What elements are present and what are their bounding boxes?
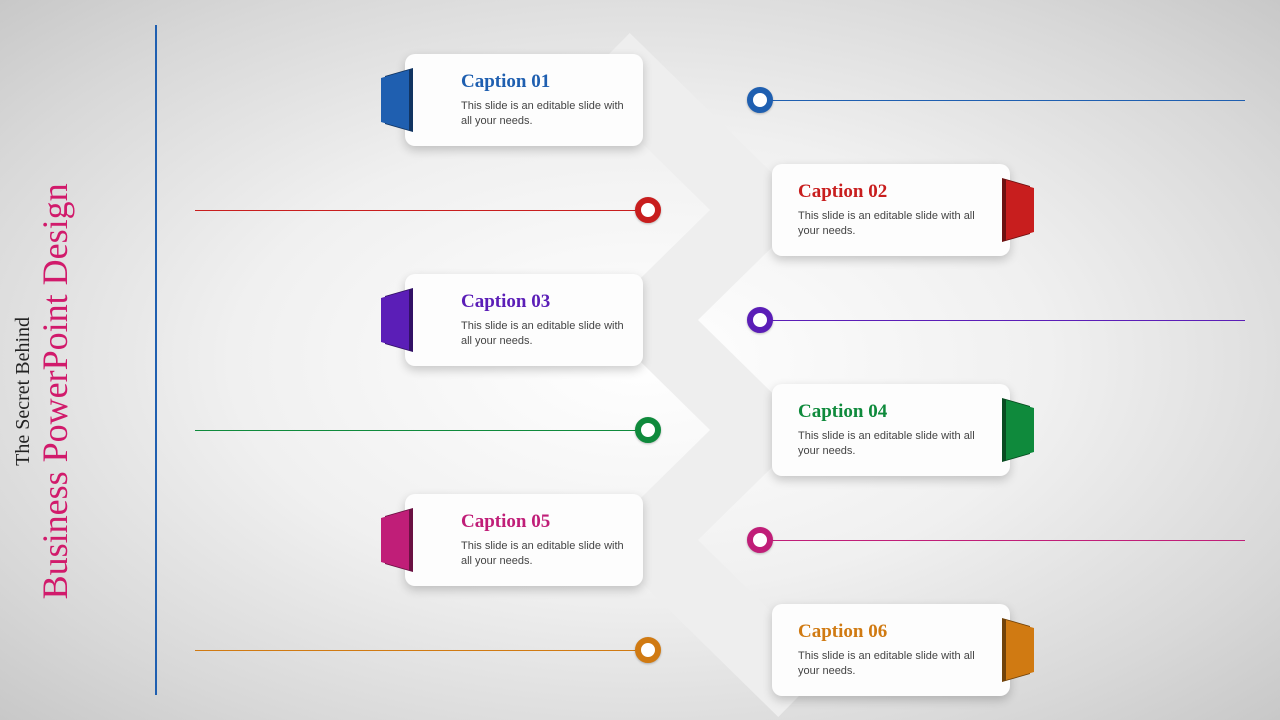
card-tab: [379, 508, 413, 572]
slide-title-group: The Secret Behind Business PowerPoint De…: [12, 183, 75, 599]
card-tab: [379, 288, 413, 352]
caption-card: Caption 04 This slide is an editable slid…: [772, 384, 1010, 476]
title-divider: [155, 25, 157, 695]
slide-subtitle: The Secret Behind: [12, 183, 35, 599]
caption-card: Caption 06 This slide is an editable slid…: [772, 604, 1010, 696]
card-body: This slide is an editable slide with all…: [461, 539, 625, 569]
caption-card: Caption 02 This slide is an editable slid…: [772, 164, 1010, 256]
timeline-ring: [747, 307, 773, 333]
connector-line: [760, 320, 1245, 321]
caption-card: Caption 01 This slide is an editable slid…: [405, 54, 643, 146]
card-title: Caption 04: [798, 401, 982, 423]
card-title: Caption 05: [461, 511, 625, 533]
connector-line: [760, 100, 1245, 101]
card-title: Caption 03: [461, 291, 625, 313]
card-body: This slide is an editable slide with all…: [798, 429, 982, 459]
timeline-ring: [747, 87, 773, 113]
timeline-ring: [635, 197, 661, 223]
card-tab: [379, 68, 413, 132]
caption-card: Caption 03 This slide is an editable slid…: [405, 274, 643, 366]
card-tab: [1002, 618, 1036, 682]
slide-title: Business PowerPoint Design: [37, 183, 75, 599]
card-body: This slide is an editable slide with all…: [461, 319, 625, 349]
card-title: Caption 06: [798, 621, 982, 643]
card-body: This slide is an editable slide with all…: [798, 649, 982, 679]
card-title: Caption 01: [461, 71, 625, 93]
card-tab: [1002, 398, 1036, 462]
card-title: Caption 02: [798, 181, 982, 203]
card-body: This slide is an editable slide with all…: [798, 209, 982, 239]
connector-line: [195, 430, 648, 431]
timeline-ring: [635, 417, 661, 443]
connector-line: [195, 210, 648, 211]
connector-line: [195, 650, 648, 651]
timeline-ring: [747, 527, 773, 553]
timeline-ring: [635, 637, 661, 663]
card-tab: [1002, 178, 1036, 242]
slide-stage: The Secret Behind Business PowerPoint De…: [0, 0, 1280, 720]
card-body: This slide is an editable slide with all…: [461, 99, 625, 129]
caption-card: Caption 05 This slide is an editable slid…: [405, 494, 643, 586]
connector-line: [760, 540, 1245, 541]
